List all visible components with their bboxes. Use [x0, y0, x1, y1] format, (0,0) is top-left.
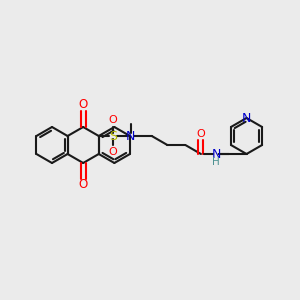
Text: O: O [79, 178, 88, 191]
Text: O: O [108, 147, 117, 157]
Text: H: H [212, 157, 220, 167]
Text: O: O [79, 98, 88, 112]
Text: N: N [126, 130, 136, 142]
Text: O: O [196, 129, 205, 139]
Text: N: N [211, 148, 220, 160]
Text: N: N [242, 112, 251, 124]
Text: S: S [109, 130, 117, 142]
Text: O: O [108, 115, 117, 125]
